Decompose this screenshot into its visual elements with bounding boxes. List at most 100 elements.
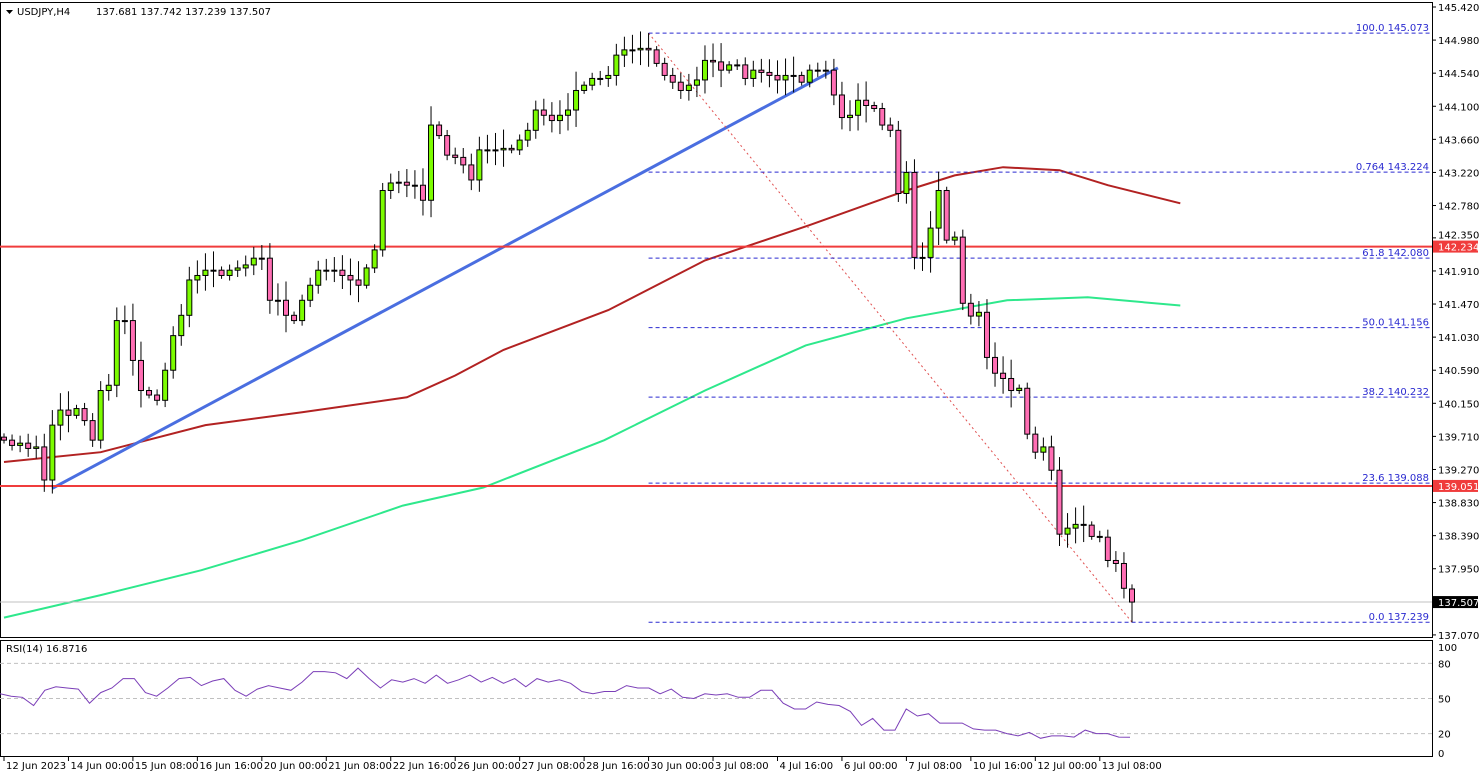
candle: [492, 132, 499, 166]
chart-header: USDJPY,H4 137.681 137.742 137.239 137.50…: [6, 7, 271, 18]
candle: [476, 136, 483, 192]
bull-candle-body: [492, 149, 499, 152]
bear-candle-body: [339, 269, 346, 276]
bear-candle-body: [1120, 562, 1127, 589]
bull-candle-body: [299, 299, 306, 322]
time-tick-label: 26 Jun 00:00: [457, 761, 521, 772]
bear-candle-body: [983, 311, 990, 358]
candle: [444, 129, 451, 161]
candle: [573, 71, 580, 127]
bull-candle-body: [307, 284, 314, 301]
bear-candle-body: [742, 64, 749, 79]
candle: [17, 435, 24, 453]
candle: [170, 326, 177, 379]
price-tick-label: 144.980: [1438, 36, 1479, 47]
bull-candle-body: [750, 69, 757, 79]
bull-candle-body: [395, 181, 402, 184]
candle: [283, 281, 289, 333]
bear-candle-body: [452, 154, 459, 158]
trendline: [51, 66, 839, 490]
candle: [1129, 584, 1135, 623]
bull-candle-body: [226, 269, 233, 276]
bear-candle-body: [460, 156, 467, 166]
level-price-box: [1433, 479, 1478, 492]
time-tick-label: 28 Jun 16:00: [586, 761, 650, 772]
candle: [685, 73, 692, 101]
candle: [927, 211, 934, 273]
bear-candle-body: [1000, 372, 1007, 379]
candle: [395, 170, 402, 194]
candle: [137, 341, 144, 408]
candle: [992, 342, 999, 387]
bear-candle-body: [347, 274, 354, 281]
candle: [830, 58, 837, 106]
symbol-label: USDJPY,H4: [17, 7, 70, 18]
fib-level-label: 50.0 141.156: [1362, 318, 1429, 329]
bear-candle-body: [661, 62, 668, 76]
bull-candle-body: [589, 77, 596, 86]
candle: [774, 60, 781, 94]
bull-candle-body: [790, 74, 797, 77]
bull-candle-body: [210, 269, 217, 272]
candle: [726, 61, 733, 74]
candle: [879, 102, 886, 131]
bull-candle-body: [234, 267, 241, 271]
bear-candle-body: [81, 408, 88, 422]
bear-candle-body: [766, 71, 773, 76]
candle: [911, 159, 918, 270]
bear-candle-body: [283, 299, 289, 316]
bull-candle-body: [371, 249, 378, 269]
candle: [508, 144, 515, 154]
candle: [613, 43, 620, 86]
candle: [210, 251, 217, 288]
candle: [299, 294, 306, 326]
candle: [1000, 356, 1007, 394]
candle: [782, 58, 789, 96]
candle: [1056, 457, 1063, 546]
triangle-down-icon[interactable]: [6, 10, 13, 14]
price-tick-label: 144.100: [1438, 102, 1479, 113]
time-tick-label: 12 Jun 2023: [6, 761, 66, 772]
price-tick-label: 140.150: [1438, 399, 1479, 410]
bear-candle-body: [677, 81, 684, 91]
current-price-label: 137.507: [1438, 598, 1479, 609]
bear-candle-body: [291, 314, 298, 322]
rsi-tick-label: 20: [1438, 730, 1451, 741]
bull-candle-body: [516, 139, 523, 151]
price-tick-label: 139.270: [1438, 465, 1479, 476]
bull-candle-body: [701, 59, 708, 81]
rsi-tick-label: 80: [1438, 659, 1451, 670]
candle: [1032, 426, 1039, 459]
candle: [855, 83, 862, 131]
bear-candle-body: [992, 356, 999, 374]
candle: [146, 386, 153, 399]
bull-candle-body: [315, 269, 322, 286]
candle: [1, 433, 7, 444]
bull-candle-body: [1072, 523, 1079, 529]
bull-candle-body: [693, 79, 700, 86]
bear-candle-body: [959, 236, 966, 304]
bear-candle-body: [943, 189, 950, 241]
candle: [484, 134, 491, 164]
price-tick-label: 143.660: [1438, 135, 1479, 146]
bull-candle-body: [121, 320, 128, 323]
bear-candle-body: [911, 171, 918, 258]
candle: [951, 231, 958, 246]
bear-candle-body: [895, 129, 902, 194]
candle: [500, 129, 507, 167]
time-tick-label: 21 Jun 08:00: [328, 761, 392, 772]
bull-candle-body: [565, 109, 571, 116]
bull-candle-body: [476, 149, 483, 181]
main-panel[interactable]: [0, 2, 1433, 638]
bear-candle-body: [218, 269, 225, 276]
candle: [65, 391, 72, 433]
candle: [742, 57, 749, 86]
bull-candle-body: [637, 47, 644, 51]
bull-candle-body: [242, 264, 249, 269]
candle: [1072, 507, 1079, 544]
bull-candle-body: [734, 64, 741, 67]
bear-candle-body: [710, 59, 717, 63]
bull-candle-body: [97, 390, 104, 441]
candle: [428, 106, 435, 218]
